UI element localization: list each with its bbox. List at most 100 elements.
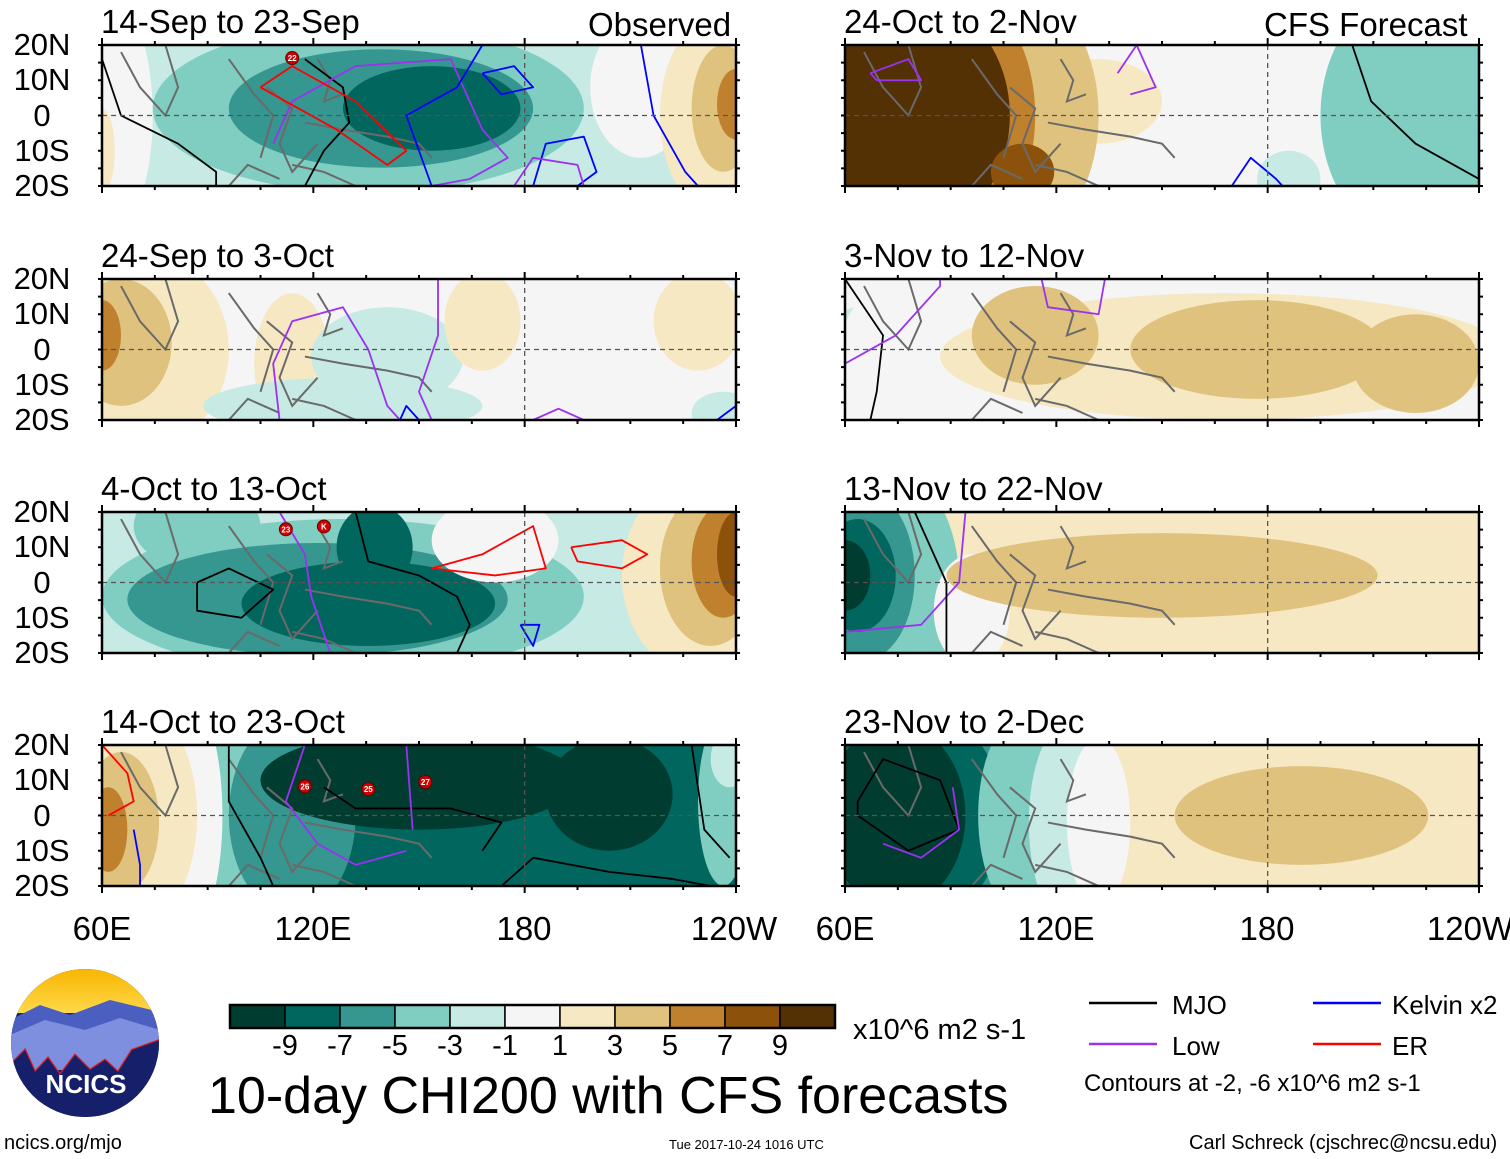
coastline bbox=[1009, 553, 1062, 641]
low-contour bbox=[845, 279, 941, 365]
coastline bbox=[1034, 163, 1100, 186]
lat-label: 10S bbox=[14, 832, 70, 868]
lat-label: 10N bbox=[13, 296, 71, 332]
colorbar-swatch bbox=[229, 1004, 286, 1029]
coastline bbox=[1059, 758, 1087, 804]
coastline bbox=[1047, 588, 1176, 626]
lon-label: 180 bbox=[496, 910, 552, 947]
field-shading bbox=[1130, 300, 1384, 399]
field-shading bbox=[203, 377, 483, 420]
colorbar-swatch bbox=[669, 1004, 726, 1029]
coastline bbox=[304, 121, 433, 159]
low-contour bbox=[532, 407, 585, 420]
low-contour bbox=[869, 58, 922, 82]
storm-marker: 22 bbox=[285, 51, 300, 66]
colorbar-label: 1 bbox=[551, 1030, 569, 1062]
lat-label: 10S bbox=[14, 366, 70, 402]
colorbar-swatch bbox=[449, 1004, 506, 1029]
coastline bbox=[971, 397, 1023, 420]
colorbar-label: 3 bbox=[606, 1030, 624, 1062]
low-contour bbox=[272, 306, 401, 420]
map-panel-3: 23 K bbox=[98, 505, 740, 660]
colorbar bbox=[228, 1003, 837, 1030]
colorbar-label: -5 bbox=[382, 1030, 408, 1062]
coastline bbox=[970, 525, 1018, 626]
field-shading bbox=[260, 745, 578, 830]
map-panel-5 bbox=[841, 38, 1483, 193]
legend-er-label: ER bbox=[1392, 1031, 1429, 1061]
colorbar-swatch bbox=[779, 1004, 836, 1029]
coastline bbox=[316, 58, 344, 104]
low-contour bbox=[418, 279, 439, 420]
colorbar-label: -1 bbox=[492, 1030, 518, 1062]
forecast-label: CFS Forecast bbox=[1264, 6, 1468, 43]
field-shading bbox=[1352, 314, 1479, 413]
lon-label: 120W bbox=[1426, 910, 1510, 947]
field-shading bbox=[697, 745, 736, 886]
lat-label: 10S bbox=[14, 599, 70, 635]
coastline bbox=[970, 292, 1018, 393]
website-link[interactable]: ncics.org/mjo bbox=[4, 1132, 122, 1154]
colorbar-swatch bbox=[614, 1004, 671, 1029]
kelvin-contour bbox=[519, 623, 541, 647]
coastline bbox=[316, 292, 344, 338]
colorbar-label: 7 bbox=[716, 1030, 734, 1062]
coastline bbox=[1009, 86, 1062, 174]
colorbar-units: x10^6 m2 s-1 bbox=[853, 1014, 1027, 1046]
lat-label: 20S bbox=[14, 868, 70, 903]
coastline bbox=[1059, 525, 1087, 571]
observed-label: Observed bbox=[588, 6, 732, 43]
low-contour bbox=[513, 156, 585, 186]
storm-marker: 27 bbox=[418, 775, 433, 790]
coastline bbox=[970, 758, 1018, 859]
coastline bbox=[228, 630, 280, 653]
legend-mjo-label: MJO bbox=[1172, 990, 1227, 1020]
colorbar-label: 9 bbox=[771, 1030, 789, 1062]
lat-label: 20N bbox=[13, 727, 71, 762]
coastline bbox=[266, 320, 319, 408]
panel-title: 24-Oct to 2-Nov bbox=[844, 3, 1077, 40]
lon-label: 120E bbox=[274, 910, 352, 947]
mjo-contour bbox=[690, 745, 731, 859]
low-contour bbox=[845, 512, 967, 633]
coastline bbox=[316, 758, 344, 804]
low-contour bbox=[272, 58, 509, 186]
field-shading bbox=[716, 512, 736, 597]
colorbar-label: -9 bbox=[272, 1030, 298, 1062]
coastline bbox=[971, 630, 1023, 653]
lat-label: 10N bbox=[13, 529, 71, 565]
coastline bbox=[316, 525, 344, 571]
timestamp: Tue 2017-10-24 1016 UTC bbox=[669, 1137, 824, 1152]
mjo-contour bbox=[845, 279, 884, 420]
coastline bbox=[1059, 292, 1087, 338]
field-shading bbox=[102, 279, 172, 406]
lon-label: 120E bbox=[1017, 910, 1095, 947]
field-shading bbox=[336, 512, 413, 590]
map-panel-2 bbox=[98, 272, 740, 427]
colorbar-swatch bbox=[394, 1004, 451, 1029]
coastline bbox=[971, 163, 1023, 186]
colorbar-swatch bbox=[724, 1004, 781, 1029]
lon-label: 180 bbox=[1239, 910, 1295, 947]
coastline bbox=[228, 163, 280, 186]
kelvin-contour bbox=[405, 45, 484, 186]
field-shading bbox=[545, 745, 673, 851]
storm-label: 25 bbox=[364, 785, 373, 794]
panel-title: 4-Oct to 13-Oct bbox=[101, 470, 327, 507]
lat-label: 0 bbox=[33, 331, 51, 367]
storm-label: 27 bbox=[421, 778, 430, 787]
map-panel-6 bbox=[841, 272, 1483, 427]
coastline bbox=[304, 821, 433, 859]
field-shading bbox=[990, 143, 1055, 186]
colorbar-swatch bbox=[339, 1004, 396, 1029]
chi200-field bbox=[845, 45, 1479, 186]
mjo-contour bbox=[323, 786, 503, 852]
field-shading bbox=[946, 533, 1378, 618]
chi200-field bbox=[845, 279, 1479, 420]
field-shading bbox=[1066, 745, 1131, 886]
coastline bbox=[291, 630, 357, 653]
storm-label: 22 bbox=[288, 54, 297, 63]
coastline bbox=[227, 525, 275, 626]
field-shading bbox=[716, 68, 736, 140]
